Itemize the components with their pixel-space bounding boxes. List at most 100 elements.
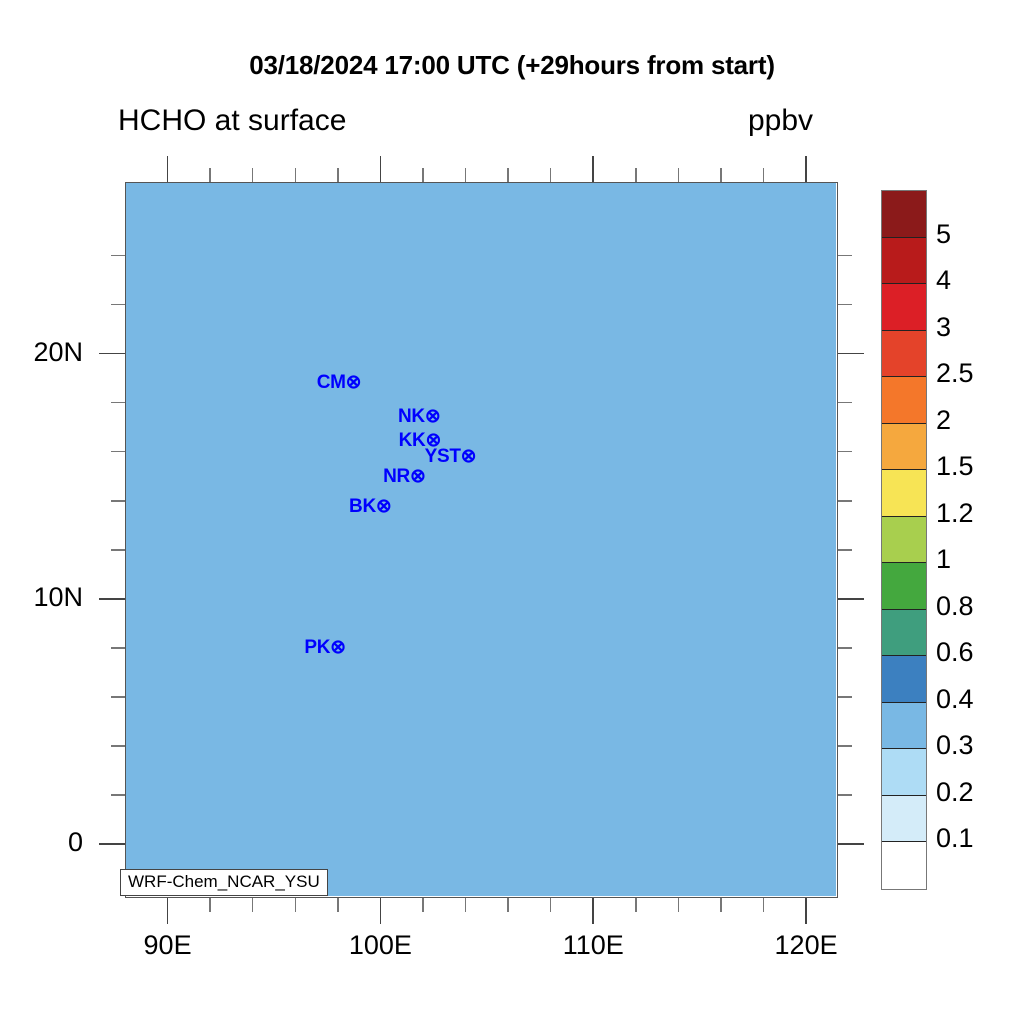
station-cross-circle-icon: ⊗ [425, 430, 442, 452]
x-tick-bottom [762, 898, 765, 912]
y-tick-left [111, 745, 125, 747]
colorbar-tick-label: 0.4 [936, 683, 974, 714]
x-tick-top [549, 168, 552, 182]
x-tick-bottom [635, 898, 637, 912]
y-axis-label: 10N [33, 581, 83, 612]
x-tick-top [294, 168, 297, 182]
x-tick-bottom [592, 898, 594, 924]
x-tick-top [592, 156, 594, 182]
colorbar-tick-label: 1 [936, 544, 952, 575]
y-axis-label: 20N [33, 336, 83, 367]
units-label: ppbv [748, 104, 814, 137]
y-tick-right [838, 745, 852, 747]
station-cross-circle-icon: ⊗ [375, 495, 392, 517]
station-cross-circle-icon: ⊗ [330, 636, 346, 658]
x-tick-top [805, 156, 807, 182]
x-tick-bottom [294, 898, 297, 912]
x-tick-bottom [677, 898, 680, 912]
x-axis-label: 100E [348, 930, 412, 960]
y-tick-right [838, 647, 852, 649]
colorbar-band-1 [882, 237, 926, 285]
y-tick-right [838, 303, 852, 306]
x-tick-top [209, 168, 211, 182]
colorbar-tick-label: 5 [936, 218, 952, 249]
colorbar-band-0 [882, 191, 926, 238]
x-tick-bottom [209, 898, 211, 912]
y-tick-right [838, 254, 852, 257]
colorbar-tick-label: 1.5 [936, 451, 974, 482]
station-code: PK [304, 636, 331, 658]
x-axis-label: 110E [562, 930, 624, 960]
colorbar-tick-label: 0.2 [936, 776, 974, 807]
colorbar-tick-label: 0.3 [936, 730, 974, 761]
y-tick-left [111, 303, 125, 306]
station-cross-circle-icon: ⊗ [460, 445, 477, 467]
model-attribution-label: WRF-Chem_NCAR_YSU [120, 869, 328, 896]
station-marker-bk: BK⊗ [349, 495, 392, 517]
x-tick-top [166, 156, 169, 182]
y-tick-left [111, 794, 125, 796]
x-tick-top [464, 168, 467, 182]
x-tick-top [422, 168, 424, 182]
station-code: YST [424, 445, 461, 467]
colorbar-tick-label: 1.2 [936, 497, 974, 528]
contour-band-0.3 [126, 183, 836, 896]
colorbar[interactable] [881, 190, 927, 890]
y-tick-right [838, 450, 852, 453]
y-tick-left [111, 647, 125, 649]
x-tick-top [762, 168, 765, 182]
y-axis-label: 0 [67, 827, 83, 858]
colorbar-band-11 [882, 702, 926, 750]
colorbar-band-8 [882, 563, 926, 610]
station-code: NK [397, 406, 425, 428]
y-tick-left [99, 598, 125, 600]
x-tick-top [251, 168, 254, 182]
colorbar-band-12 [882, 749, 926, 796]
colorbar-tick-label: 0.6 [936, 637, 974, 668]
station-code: NR [383, 465, 410, 487]
x-tick-top [635, 168, 637, 182]
x-tick-top [337, 168, 339, 182]
colorbar-band-3 [882, 330, 926, 378]
y-tick-right [838, 352, 864, 355]
y-tick-right [838, 598, 864, 600]
x-axis-label: 120E [774, 930, 838, 960]
colorbar-band-9 [882, 609, 926, 657]
y-tick-right [838, 401, 852, 404]
hcho-contour-field [126, 183, 836, 896]
y-tick-left [111, 254, 125, 257]
x-tick-bottom [507, 898, 509, 912]
y-tick-left [111, 696, 125, 698]
colorbar-tick-label: 4 [936, 265, 952, 296]
station-marker-cm: CM⊗ [317, 373, 362, 392]
x-tick-top [507, 168, 509, 182]
y-tick-left [99, 352, 125, 355]
x-tick-bottom [251, 898, 254, 912]
colorbar-tick-label: 3 [936, 311, 952, 342]
y-tick-right [838, 696, 852, 698]
x-tick-bottom [720, 898, 722, 912]
colorbar-tick-label: 2.5 [936, 358, 974, 389]
page-title: 03/18/2024 17:00 UTC (+29hours from star… [249, 50, 775, 80]
y-tick-right [838, 843, 864, 845]
colorbar-band-5 [882, 423, 926, 471]
field-label: HCHO at surface [118, 104, 347, 137]
y-tick-left [111, 401, 125, 404]
x-tick-top [720, 168, 722, 182]
station-marker-nk: NK⊗ [397, 406, 441, 428]
station-marker-yst: YST⊗ [425, 447, 477, 466]
colorbar-band-2 [882, 284, 926, 331]
y-tick-right [838, 549, 852, 551]
station-marker-pk: PK⊗ [304, 636, 346, 658]
y-tick-left [111, 549, 125, 551]
station-cross-circle-icon: ⊗ [409, 465, 426, 487]
colorbar-band-6 [882, 470, 926, 517]
x-tick-bottom [166, 898, 169, 924]
x-tick-bottom [379, 898, 382, 924]
station-code: BK [349, 495, 376, 517]
y-tick-left [99, 843, 125, 845]
colorbar-tick-label: 0.8 [936, 590, 974, 621]
x-tick-top [379, 156, 382, 182]
x-axis-label: 90E [143, 930, 192, 960]
colorbar-tick-label: 0.1 [936, 823, 974, 854]
